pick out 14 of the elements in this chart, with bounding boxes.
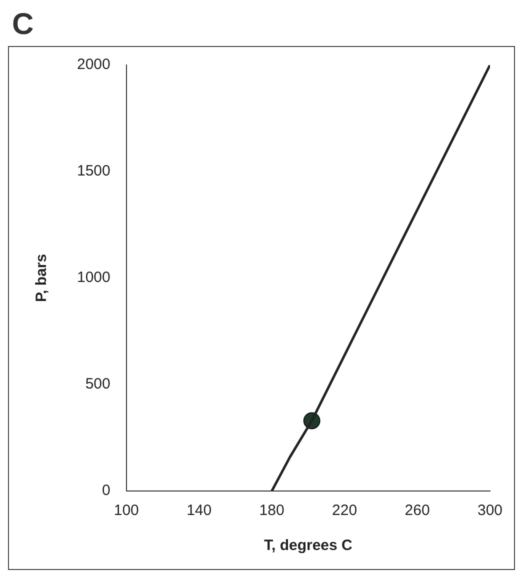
x-axis-title: T, degrees C — [264, 537, 353, 554]
x-tick-label: 260 — [404, 502, 430, 520]
y-tick-label: 1000 — [76, 269, 110, 286]
x-tick-label: 180 — [259, 502, 284, 520]
x-tick-label: 220 — [332, 502, 358, 520]
chart-title: C — [11, 8, 35, 43]
y-tick-label: 2000 — [76, 56, 110, 74]
y-tick-label: 0 — [102, 482, 110, 500]
x-tick-label: 140 — [186, 502, 212, 520]
x-tick-label: 300 — [477, 502, 503, 520]
y-tick-label: 500 — [85, 376, 110, 393]
y-axis-title: P, bars — [33, 254, 50, 302]
y-tick-label: 1500 — [76, 162, 110, 180]
x-tick-label: 100 — [114, 502, 139, 520]
